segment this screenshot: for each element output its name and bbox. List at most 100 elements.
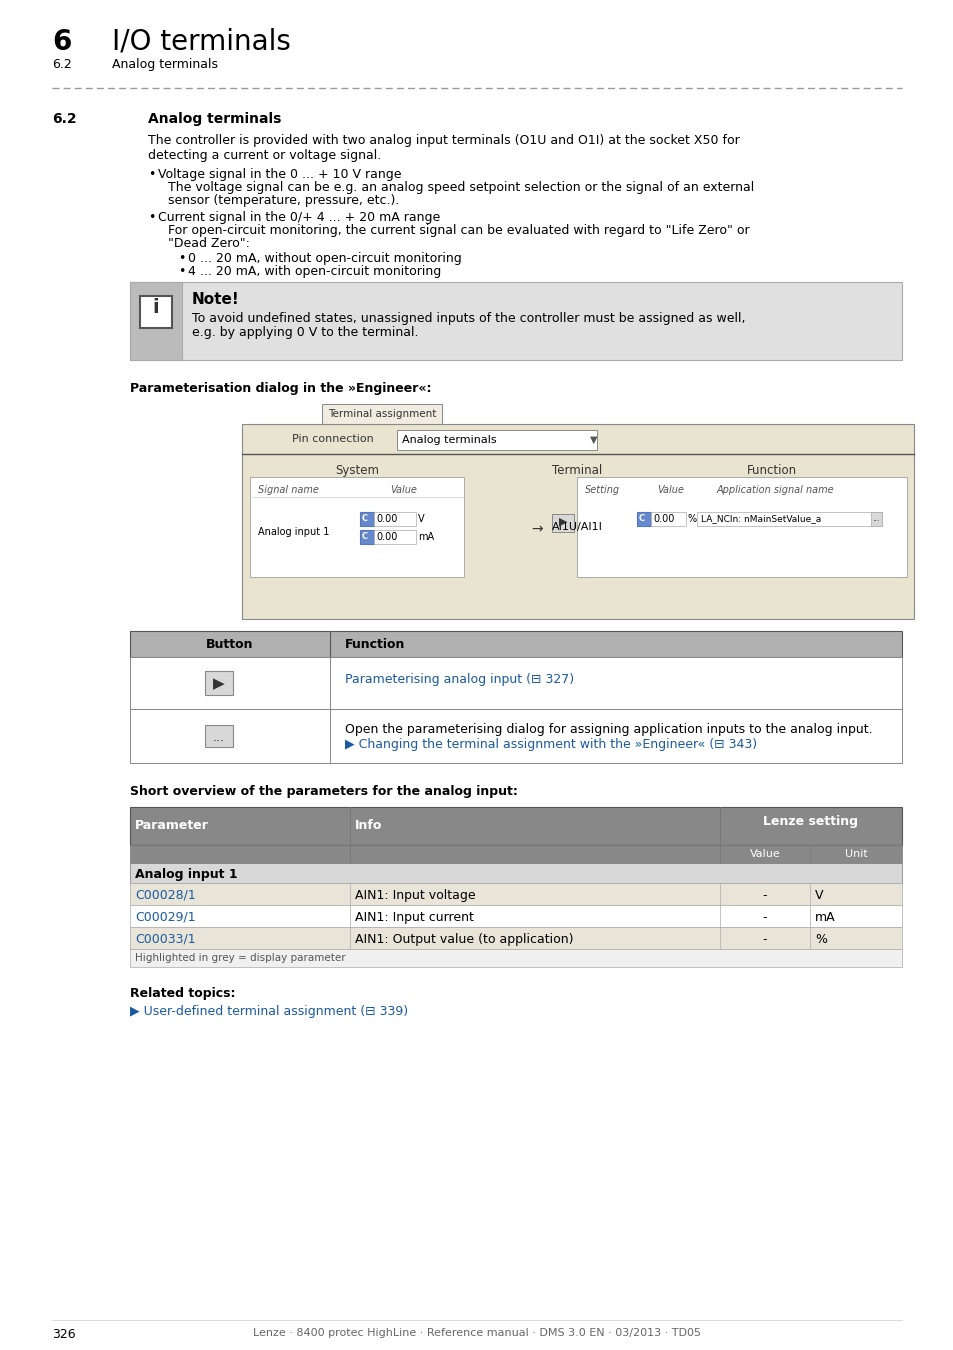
Text: •: • <box>178 265 185 278</box>
Text: ▶: ▶ <box>213 676 225 691</box>
Bar <box>359 512 374 526</box>
Text: mA: mA <box>814 911 835 923</box>
Bar <box>870 512 882 526</box>
Bar <box>130 282 901 360</box>
Text: "Dead Zero":: "Dead Zero": <box>168 238 250 250</box>
Bar <box>130 630 901 657</box>
Text: The controller is provided with two analog input terminals (O1U and O1I) at the : The controller is provided with two anal… <box>148 134 739 147</box>
Bar <box>374 531 416 544</box>
Text: AIN1: Output value (to application): AIN1: Output value (to application) <box>355 933 573 946</box>
Text: C00028/1: C00028/1 <box>135 890 195 902</box>
Text: Voltage signal in the 0 ... + 10 V range: Voltage signal in the 0 ... + 10 V range <box>158 167 401 181</box>
Bar <box>130 927 901 949</box>
Bar <box>359 531 374 544</box>
Text: Parameterising analog input (⊟ 327): Parameterising analog input (⊟ 327) <box>345 674 574 686</box>
Text: •: • <box>178 252 185 265</box>
Bar <box>205 725 233 747</box>
Text: The voltage signal can be e.g. an analog speed setpoint selection or the signal : The voltage signal can be e.g. an analog… <box>168 181 754 194</box>
Text: →: → <box>531 522 542 536</box>
Text: Related topics:: Related topics: <box>130 987 235 1000</box>
Text: V: V <box>814 890 822 902</box>
Text: detecting a current or voltage signal.: detecting a current or voltage signal. <box>148 148 381 162</box>
Text: %: % <box>687 514 697 524</box>
Text: mA: mA <box>417 532 434 541</box>
Bar <box>552 514 574 532</box>
Text: Value: Value <box>657 485 683 495</box>
Text: Button: Button <box>206 639 253 651</box>
Bar <box>374 512 416 526</box>
Bar <box>130 807 901 845</box>
Text: Analog terminals: Analog terminals <box>148 112 281 126</box>
Text: •: • <box>148 167 155 181</box>
Text: Parameterisation dialog in the »Engineer«:: Parameterisation dialog in the »Engineer… <box>130 382 431 396</box>
Text: -: - <box>762 890 766 902</box>
Bar <box>637 512 650 526</box>
Text: C: C <box>361 532 368 541</box>
Text: LA_NCIn: nMainSetValue_a: LA_NCIn: nMainSetValue_a <box>700 514 821 522</box>
Text: 4 ... 20 mA, with open-circuit monitoring: 4 ... 20 mA, with open-circuit monitorin… <box>188 265 441 278</box>
Bar <box>130 709 901 763</box>
Text: sensor (temperature, pressure, etc.).: sensor (temperature, pressure, etc.). <box>168 194 399 207</box>
Text: V: V <box>417 514 424 524</box>
Text: Value: Value <box>749 849 780 859</box>
Text: Analog terminals: Analog terminals <box>112 58 218 72</box>
Text: Pin connection: Pin connection <box>292 433 374 444</box>
Text: 6.2: 6.2 <box>52 112 76 126</box>
Text: Terminal assignment: Terminal assignment <box>328 409 436 418</box>
Text: AIN1: Input voltage: AIN1: Input voltage <box>355 890 476 902</box>
Text: Info: Info <box>355 819 382 832</box>
Bar <box>322 404 441 427</box>
Text: System: System <box>335 464 378 477</box>
Text: C: C <box>639 514 644 522</box>
Text: Parameter: Parameter <box>135 819 209 832</box>
Bar <box>205 671 233 695</box>
Bar <box>130 883 901 905</box>
Bar <box>130 657 901 709</box>
Text: ...: ... <box>871 514 879 522</box>
Text: ▶ Changing the terminal assignment with the »Engineer« (⊟ 343): ▶ Changing the terminal assignment with … <box>345 738 757 751</box>
Text: %: % <box>814 933 826 946</box>
Bar <box>242 424 913 620</box>
Text: Signal name: Signal name <box>257 485 318 495</box>
Text: 0.00: 0.00 <box>375 532 397 541</box>
Text: Lenze setting: Lenze setting <box>762 815 858 828</box>
Text: C00033/1: C00033/1 <box>135 933 195 946</box>
Text: ▶ User-defined terminal assignment (⊟ 339): ▶ User-defined terminal assignment (⊟ 33… <box>130 1004 408 1018</box>
Text: Note!: Note! <box>192 292 239 306</box>
Text: -: - <box>762 933 766 946</box>
Text: Lenze · 8400 protec HighLine · Reference manual · DMS 3.0 EN · 03/2013 · TD05: Lenze · 8400 protec HighLine · Reference… <box>253 1328 700 1338</box>
Text: ▼: ▼ <box>589 435 597 446</box>
Text: Analog terminals: Analog terminals <box>401 435 497 446</box>
Bar <box>250 477 463 576</box>
Text: Analog input 1: Analog input 1 <box>135 868 237 882</box>
Text: 0 ... 20 mA, without open-circuit monitoring: 0 ... 20 mA, without open-circuit monito… <box>188 252 461 265</box>
Text: ▶: ▶ <box>558 517 567 526</box>
Bar <box>130 904 901 927</box>
Text: Application signal name: Application signal name <box>717 485 834 495</box>
Bar <box>130 845 901 863</box>
Text: Function: Function <box>345 639 405 651</box>
Text: •: • <box>148 211 155 224</box>
Text: AIN1: Input current: AIN1: Input current <box>355 911 474 923</box>
Bar <box>396 431 597 450</box>
Text: 0.00: 0.00 <box>375 514 397 524</box>
Bar <box>697 512 882 526</box>
Bar <box>650 512 685 526</box>
Text: e.g. by applying 0 V to the terminal.: e.g. by applying 0 V to the terminal. <box>192 325 418 339</box>
Text: Open the parameterising dialog for assigning application inputs to the analog in: Open the parameterising dialog for assig… <box>345 724 872 736</box>
Bar <box>130 949 901 967</box>
Bar <box>130 863 901 883</box>
Text: Analog input 1: Analog input 1 <box>257 526 329 537</box>
Text: i: i <box>152 298 159 317</box>
Text: I/O terminals: I/O terminals <box>112 28 291 55</box>
Text: ...: ... <box>213 730 225 744</box>
Text: To avoid undefined states, unassigned inputs of the controller must be assigned : To avoid undefined states, unassigned in… <box>192 312 744 325</box>
Text: C: C <box>361 514 368 522</box>
Text: Value: Value <box>390 485 416 495</box>
Text: C00029/1: C00029/1 <box>135 911 195 923</box>
Text: AI1U/AI1I: AI1U/AI1I <box>551 522 601 532</box>
Text: Setting: Setting <box>584 485 619 495</box>
Text: 6: 6 <box>52 28 71 55</box>
Text: 6.2: 6.2 <box>52 58 71 72</box>
Text: 326: 326 <box>52 1328 75 1341</box>
